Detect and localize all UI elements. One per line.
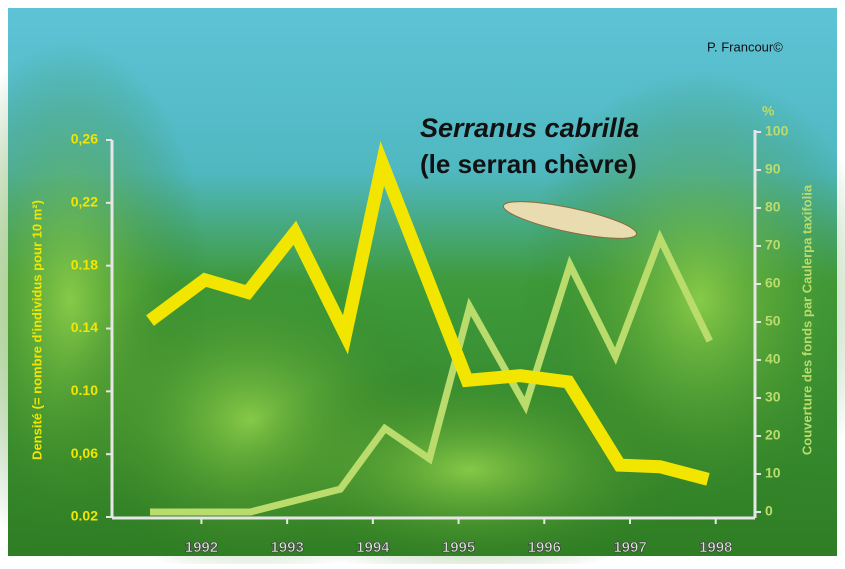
- y2-tick-label: 80: [765, 199, 781, 215]
- y2-tick-label: 40: [765, 351, 781, 367]
- y-axis-label: Densité (= nombre d'individus pour 10 m²…: [29, 200, 44, 460]
- y-tick-label: 0.02: [71, 508, 98, 524]
- y-tick-label: 0,06: [71, 445, 98, 461]
- y-tick-label: 0,26: [71, 131, 98, 147]
- y2-tick-label: 0: [765, 503, 773, 519]
- y2-unit: %: [762, 103, 775, 119]
- x-tick-label: 1997: [613, 539, 646, 556]
- y2-tick-label: 10: [765, 465, 781, 481]
- credit: P. Francour©: [707, 39, 783, 54]
- chart-subtitle: (le serran chèvre): [420, 149, 637, 179]
- y2-tick-label: 90: [765, 161, 781, 177]
- x-tick-label: 1998: [699, 539, 732, 556]
- y2-tick-label: 100: [765, 123, 789, 139]
- y2-tick-label: 20: [765, 427, 781, 443]
- x-tick-label: 1993: [270, 539, 303, 556]
- x-tick-label: 1994: [356, 539, 390, 556]
- x-tick-label: 1996: [528, 539, 561, 556]
- chart-title: Serranus cabrilla: [420, 113, 639, 143]
- y-tick-label: 0.18: [71, 256, 98, 272]
- y2-tick-label: 70: [765, 237, 781, 253]
- y-tick-label: 0,22: [71, 194, 98, 210]
- x-tick-label: 1995: [442, 539, 475, 556]
- x-tick-label: 1992: [185, 539, 218, 556]
- y2-tick-label: 50: [765, 313, 781, 329]
- y2-tick-label: 30: [765, 389, 781, 405]
- y2-axis-label: Couverture des fonds par Caulerpa taxifo…: [799, 184, 814, 455]
- y-tick-label: 0.10: [71, 382, 98, 398]
- chart: Serranus cabrilla (le serran chèvre) P. …: [0, 0, 845, 564]
- y-tick-label: 0.14: [71, 319, 98, 335]
- y2-tick-label: 60: [765, 275, 781, 291]
